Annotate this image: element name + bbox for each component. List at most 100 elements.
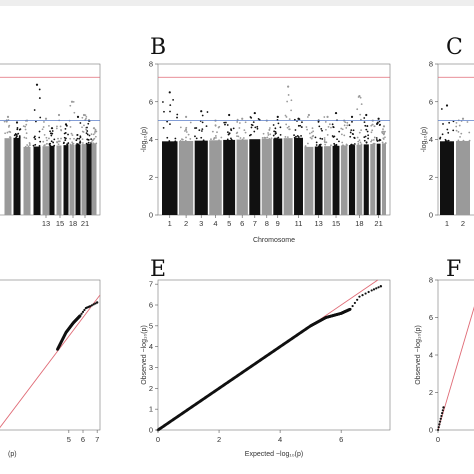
snp-point: [185, 126, 188, 129]
panel-letter-e: E: [150, 257, 166, 282]
snp-point: [24, 145, 27, 148]
lead-snp-point: [44, 117, 48, 120]
snp-point: [25, 132, 28, 135]
chromosome-2-band: [456, 140, 470, 215]
snp-point: [238, 127, 241, 129]
snp-point: [78, 137, 81, 140]
snp-point: [71, 134, 74, 137]
snp-point: [210, 138, 212, 141]
snp-point: [352, 129, 355, 132]
snp-point: [268, 127, 271, 129]
snp-point: [64, 127, 67, 130]
snp-point: [442, 123, 444, 125]
snp-point: [169, 104, 172, 106]
chromosome-20-band: [370, 144, 376, 215]
snp-point: [250, 133, 252, 136]
y-tick-label: 2: [149, 384, 153, 393]
qq-point: [367, 290, 370, 294]
snp-point: [57, 143, 60, 146]
snp-point: [457, 130, 460, 133]
snp-point: [341, 128, 344, 131]
chromosome-13-band: [314, 146, 323, 215]
null-expectation-line: [0, 294, 101, 429]
qq-point: [353, 301, 356, 305]
snp-point: [300, 135, 302, 137]
qq-point: [364, 292, 367, 295]
chromosome-17-band: [63, 145, 69, 215]
x-tick-label: 21: [81, 219, 89, 228]
snp-point: [48, 143, 51, 146]
snp-point: [69, 104, 72, 107]
snp-point: [90, 138, 93, 140]
snp-point: [363, 117, 366, 119]
snp-point: [328, 123, 331, 126]
snp-point: [357, 140, 360, 143]
snp-point: [370, 140, 372, 143]
snp-point: [52, 141, 55, 144]
snp-point: [230, 138, 233, 141]
snp-point: [318, 145, 320, 148]
snp-point: [66, 143, 68, 146]
snp-point: [304, 145, 307, 148]
x-tick-label: 15: [56, 219, 64, 228]
snp-point: [277, 122, 280, 125]
snp-point: [50, 140, 53, 143]
chromosome-5-band: [223, 139, 236, 215]
snp-point: [370, 124, 373, 127]
snp-point: [375, 137, 378, 139]
snp-point: [358, 139, 361, 142]
snp-point: [321, 129, 323, 132]
snp-point: [69, 137, 72, 140]
top-border-strip: [0, 0, 474, 6]
x-tick-label: 21: [374, 219, 382, 228]
snp-point: [242, 137, 245, 139]
x-axis-title: (p): [8, 451, 17, 458]
x-tick-label: 2: [461, 219, 465, 228]
snp-point: [256, 127, 259, 130]
snp-point: [468, 139, 471, 142]
snp-point: [35, 120, 37, 123]
snp-point: [195, 127, 198, 129]
chromosome-15-band: [332, 145, 340, 215]
y-tick-label: 2: [429, 388, 433, 397]
snp-point: [315, 141, 318, 144]
snp-point: [201, 121, 204, 124]
qq-d-points: [56, 301, 99, 351]
snp-point: [349, 131, 352, 134]
y-tick-label: 8: [429, 276, 433, 285]
snp-point: [3, 120, 6, 123]
snp-point: [256, 125, 259, 128]
snp-point: [277, 136, 280, 139]
snp-point: [335, 143, 338, 146]
snp-point: [217, 126, 220, 129]
lead-snp-point: [82, 113, 86, 117]
snp-point: [57, 137, 59, 140]
snp-point: [239, 137, 242, 139]
chromosome-19-band: [75, 144, 81, 215]
snp-point: [299, 124, 302, 127]
snp-point: [382, 137, 385, 140]
snp-point: [79, 141, 82, 144]
qq-point: [351, 304, 354, 308]
snp-point: [213, 137, 216, 140]
snp-point: [455, 125, 458, 128]
snp-point: [274, 127, 277, 130]
qq-point: [441, 412, 444, 415]
snp-point: [4, 132, 7, 135]
snp-point: [67, 142, 70, 144]
manhattan-a-points: [3, 83, 98, 215]
x-tick-label: 18: [69, 219, 77, 228]
snp-point: [94, 131, 96, 134]
qq-point: [437, 426, 440, 429]
snp-point: [270, 137, 273, 140]
qq-point: [79, 314, 82, 317]
qq-point: [377, 286, 380, 289]
snp-point: [45, 136, 48, 139]
snp-point: [187, 133, 190, 136]
lead-snp-point: [76, 115, 80, 118]
snp-point: [94, 135, 97, 138]
y-tick-label: 8: [149, 60, 153, 69]
snp-point: [22, 125, 25, 128]
x-tick-label: 11: [295, 219, 303, 228]
snp-point: [372, 139, 375, 141]
